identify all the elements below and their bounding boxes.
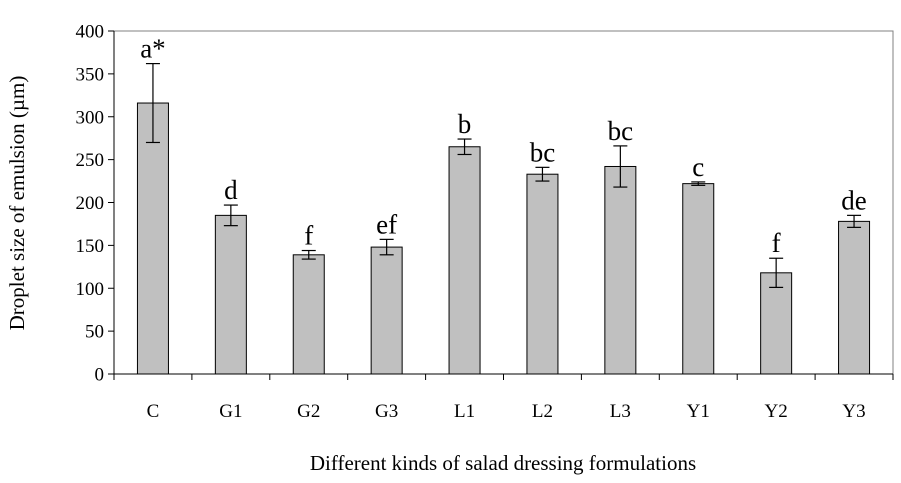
bar-g2: [292, 254, 325, 375]
significance-label-y3: de: [841, 185, 867, 215]
significance-label-g1: d: [224, 175, 238, 205]
y-tick-label: 300: [76, 107, 105, 128]
x-tick-label-l2: L2: [532, 401, 553, 422]
error-bars-group: [145, 62, 862, 288]
significance-labels-group: a* d f ef b bc bc c f de: [140, 34, 867, 259]
y-tick-label: 150: [76, 236, 105, 257]
error-bar-l2: [535, 166, 550, 182]
error-bar-y2: [769, 257, 784, 288]
significance-label-y2: f: [772, 228, 781, 258]
x-tick-label-g1: G1: [219, 401, 242, 422]
y-tick-label: 0: [95, 365, 105, 386]
x-tick-label-y2: Y2: [765, 401, 788, 422]
error-bar-g1: [223, 204, 238, 227]
x-tick-label-y3: Y3: [842, 401, 865, 422]
significance-label-l3: bc: [608, 116, 634, 146]
error-bar-l3: [613, 145, 628, 188]
significance-label-g3: ef: [376, 209, 397, 239]
error-bar-y3: [847, 214, 862, 228]
x-axis: C G1 G2 G3 L1 L2 L3 Y1 Y2 Y3: [113, 373, 894, 422]
error-bar-g2: [301, 249, 316, 260]
bar-y1: [682, 183, 715, 375]
significance-label-l2: bc: [530, 137, 556, 167]
bar-g3: [370, 246, 403, 375]
x-axis-title: Different kinds of salad dressing formul…: [310, 451, 696, 475]
bar-l2: [526, 173, 559, 375]
y-axis: 0 50 100 150 200 250 300 350 400: [76, 22, 115, 386]
bar-y3: [838, 220, 871, 375]
significance-label-g2: f: [304, 221, 313, 251]
y-tick-label: 50: [85, 322, 104, 343]
y-tick-label: 200: [76, 193, 105, 214]
x-tick-label-g2: G2: [297, 401, 320, 422]
y-tick-label: 100: [76, 279, 105, 300]
bar-g1: [214, 214, 247, 375]
significance-label-y1: c: [692, 152, 704, 182]
error-bar-c: [145, 62, 160, 144]
bar-c: [136, 102, 169, 375]
y-tick-label: 400: [76, 22, 105, 43]
bars-group: [136, 102, 871, 375]
y-tick-label: 250: [76, 150, 105, 171]
x-tick-label-l3: L3: [610, 401, 631, 422]
bar-l1: [448, 146, 481, 375]
error-bar-l1: [457, 138, 472, 156]
y-axis-title: Droplet size of emulsion (µm): [5, 76, 29, 331]
x-tick-label-c: C: [147, 401, 160, 422]
bar-l3: [604, 165, 637, 375]
error-bar-y1: [691, 181, 706, 186]
bar-y2: [760, 272, 793, 375]
x-tick-label-g3: G3: [375, 401, 398, 422]
error-bar-g3: [379, 238, 394, 256]
significance-label-l1: b: [458, 109, 472, 139]
x-tick-label-l1: L1: [454, 401, 475, 422]
y-tick-label: 350: [76, 64, 105, 85]
significance-label-c: a*: [140, 34, 165, 64]
x-tick-label-y1: Y1: [687, 401, 710, 422]
